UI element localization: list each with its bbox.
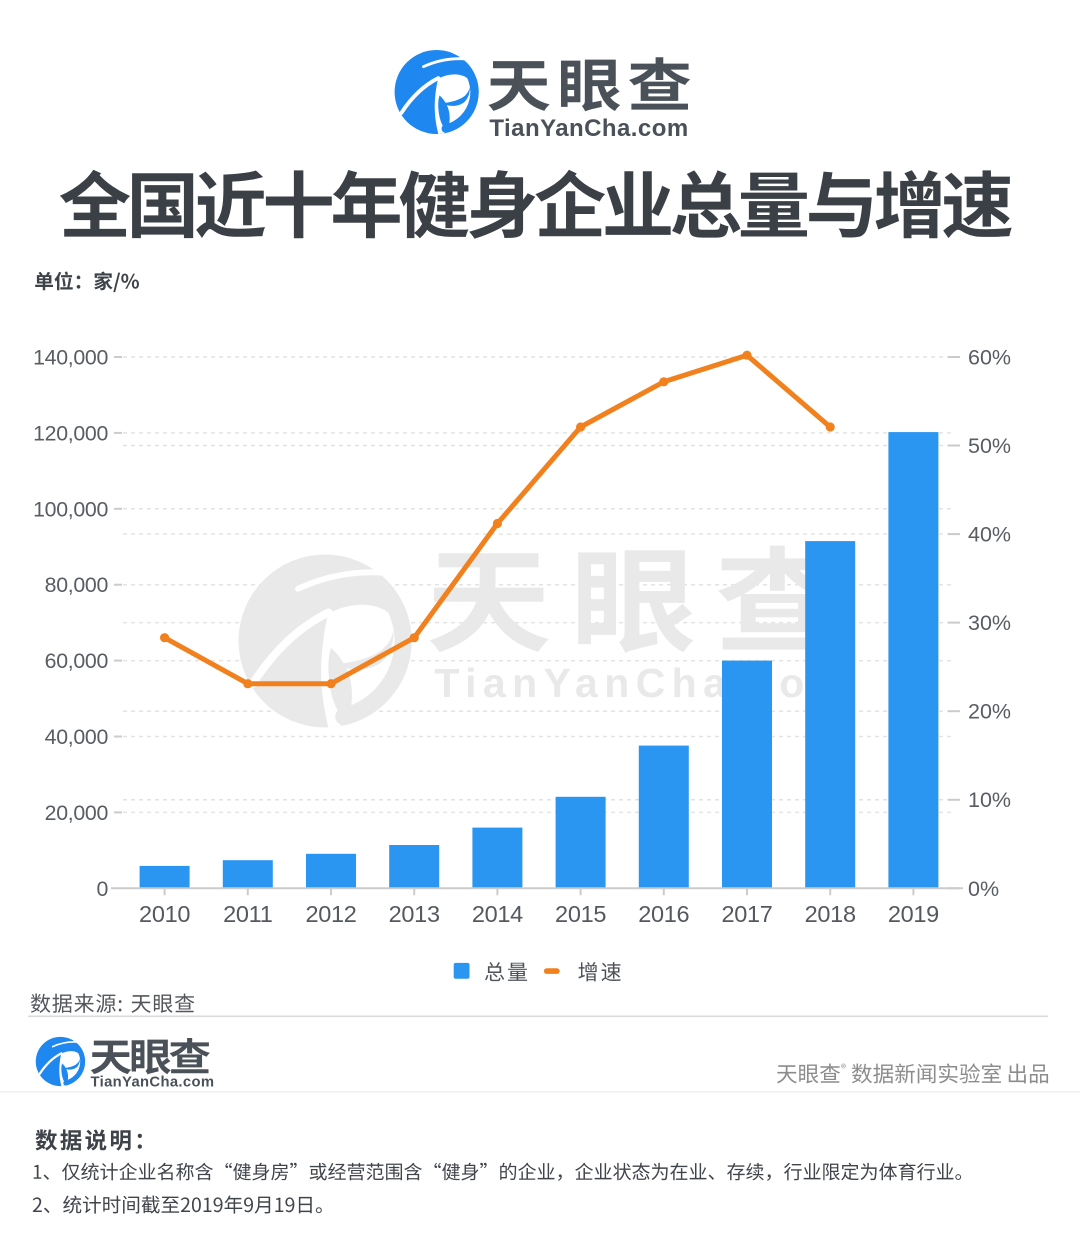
svg-text:50%: 50%	[968, 434, 1011, 458]
svg-text:2019: 2019	[888, 901, 939, 927]
svg-text:40%: 40%	[968, 523, 1011, 547]
svg-text:40,000: 40,000	[45, 725, 109, 749]
svg-text:60,000: 60,000	[45, 649, 109, 673]
svg-text:2016: 2016	[638, 901, 689, 927]
svg-text:2015: 2015	[555, 901, 606, 927]
svg-text:80,000: 80,000	[45, 573, 109, 597]
svg-text:0: 0	[96, 877, 108, 901]
svg-text:TianYanCha.com: TianYanCha.com	[489, 115, 688, 142]
svg-text:2013: 2013	[389, 901, 440, 927]
svg-text:TianYanCha.com: TianYanCha.com	[91, 1075, 215, 1091]
svg-text:60%: 60%	[968, 346, 1011, 370]
svg-text:2012: 2012	[305, 901, 356, 927]
svg-text:140,000: 140,000	[33, 346, 108, 370]
svg-text:120,000: 120,000	[33, 421, 108, 445]
svg-text:20,000: 20,000	[45, 801, 109, 825]
svg-text:2014: 2014	[472, 901, 523, 927]
svg-text:2011: 2011	[223, 901, 272, 927]
svg-text:100,000: 100,000	[33, 497, 108, 521]
svg-text:10%: 10%	[968, 788, 1011, 812]
svg-text:20%: 20%	[968, 700, 1011, 724]
svg-text:2010: 2010	[139, 901, 190, 927]
svg-text:30%: 30%	[968, 611, 1011, 635]
svg-text:2017: 2017	[721, 901, 772, 927]
svg-text:0%: 0%	[968, 877, 999, 901]
svg-text:TianYanCha.com: TianYanCha.com	[434, 660, 853, 706]
svg-text:2018: 2018	[805, 901, 856, 927]
